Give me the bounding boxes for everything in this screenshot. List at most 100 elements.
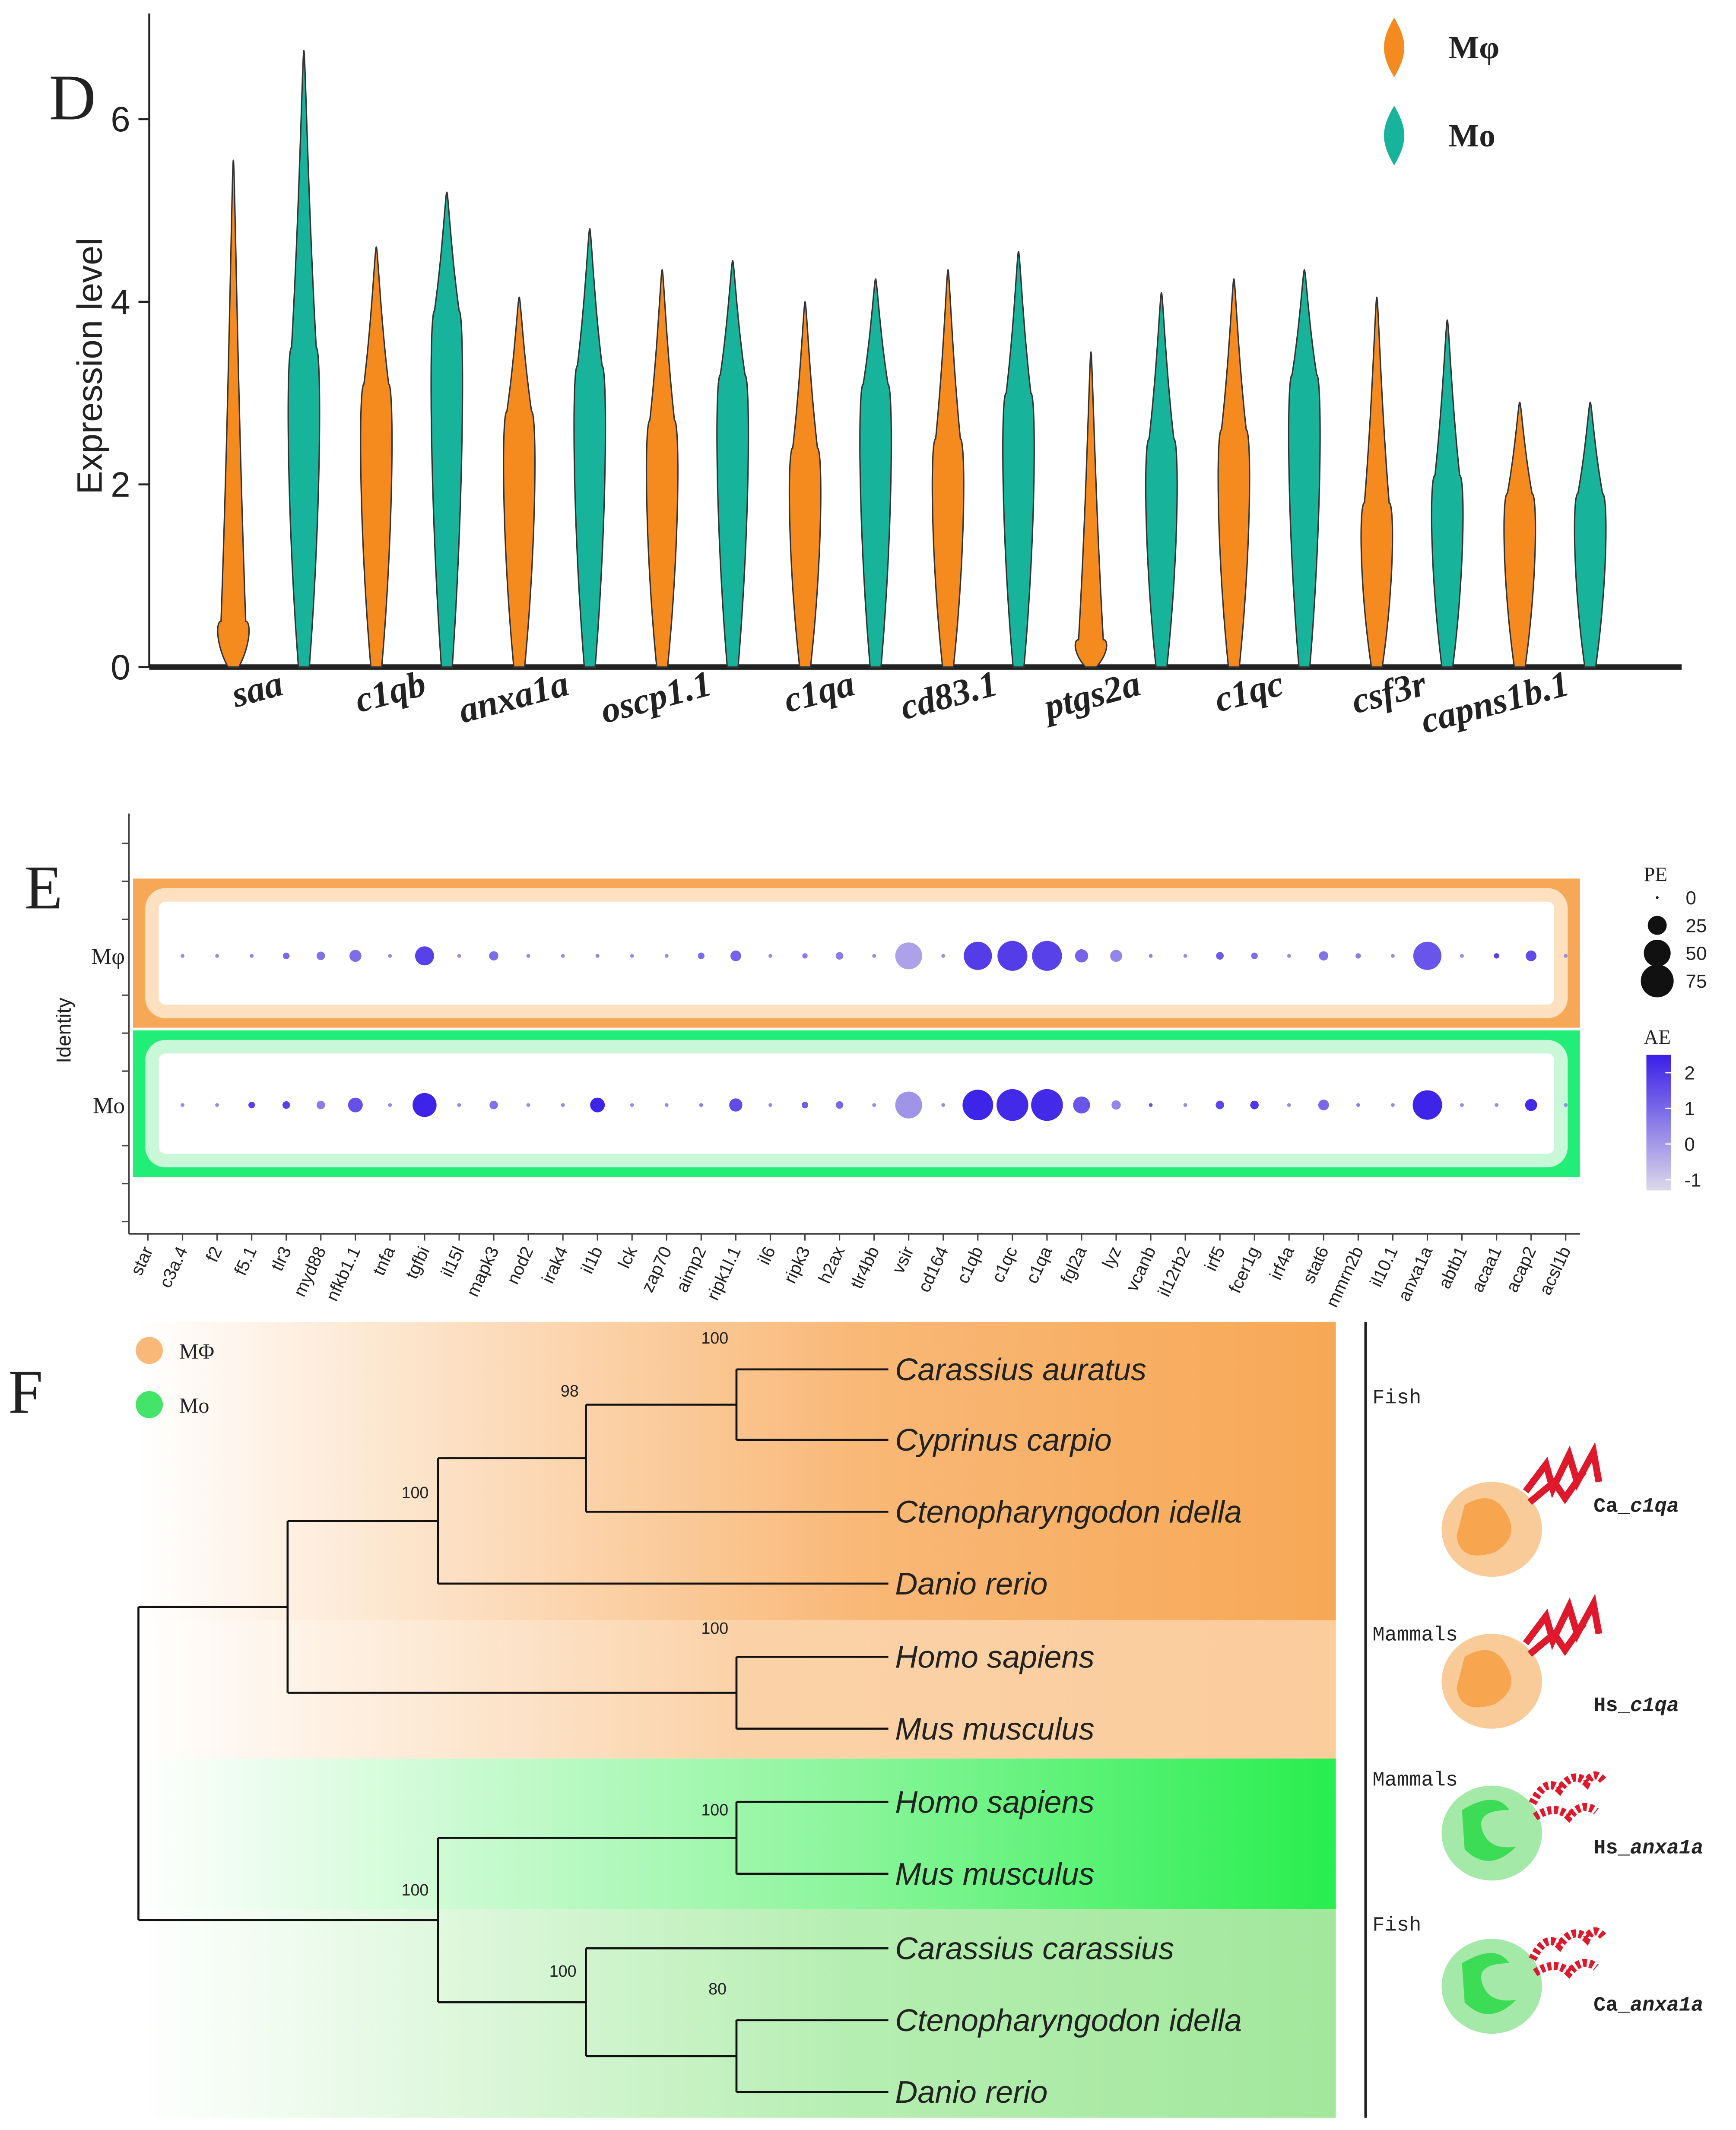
x-tick-label: irf4a	[1266, 1243, 1298, 1283]
x-tick-label: ripk3	[780, 1243, 814, 1287]
x-tick-label: saa	[227, 663, 287, 716]
legend-swatch	[136, 1391, 163, 1418]
x-tick-label: irak4	[538, 1243, 572, 1287]
size-key	[1644, 939, 1671, 967]
dot	[630, 954, 634, 958]
dot	[388, 1103, 392, 1107]
dot	[348, 1097, 363, 1113]
dot	[561, 1103, 565, 1107]
nucleus	[1462, 1953, 1517, 2014]
support-value: 100	[402, 1881, 429, 1899]
panel-letter: F	[8, 1357, 43, 1426]
dot	[316, 951, 325, 960]
protein-gene: c1qa	[1630, 1495, 1679, 1518]
dot	[768, 1103, 772, 1107]
leaf-label: Homo sapiens	[895, 1640, 1094, 1674]
x-tick-label: csf3r	[1347, 663, 1431, 722]
x-tick-label: mapk3	[462, 1243, 502, 1300]
y-axis-label: Identity	[52, 998, 75, 1063]
support-value: 100	[701, 1329, 728, 1347]
row-box-inner	[145, 888, 1568, 1018]
x-tick-label: c3a.4	[155, 1243, 191, 1291]
protein	[1529, 1927, 1606, 1979]
dot	[1073, 1096, 1090, 1114]
dot	[1032, 941, 1062, 971]
size-key	[1641, 964, 1674, 998]
nucleus	[1457, 1650, 1512, 1708]
dot	[316, 1100, 325, 1109]
x-tick-label: abtb1	[1434, 1243, 1471, 1292]
leaf-label: Mus musculus	[895, 1712, 1094, 1746]
dot	[802, 953, 808, 959]
x-tick-label: f2	[202, 1243, 226, 1265]
dot	[997, 941, 1028, 971]
y-tick-label: 2	[111, 465, 130, 504]
dot	[215, 954, 219, 958]
dot	[1413, 941, 1442, 970]
x-tick-label: cd164	[914, 1243, 952, 1295]
violin	[716, 260, 749, 668]
dot	[1183, 954, 1187, 958]
dot	[801, 1101, 809, 1109]
colorbar-label: 0	[1684, 1134, 1695, 1155]
protein-label: Hs_c1qa	[1593, 1695, 1679, 1718]
x-tick-label: il12rb2	[1154, 1243, 1194, 1300]
dot	[1111, 1100, 1121, 1110]
colorbar-label: 2	[1684, 1062, 1695, 1084]
x-tick-label: zap70	[637, 1243, 676, 1295]
dot	[1391, 1103, 1395, 1107]
violin	[1431, 319, 1464, 668]
dot	[181, 1103, 184, 1107]
dot	[1412, 1090, 1442, 1120]
leaf-label: Ctenopharyngodon idella	[895, 2003, 1242, 2038]
legend-label: Mφ	[1448, 30, 1499, 66]
legend-label: Mo	[1448, 118, 1495, 154]
colorbar-label: -1	[1684, 1170, 1701, 1191]
dot	[941, 1103, 946, 1107]
size-key-label: 0	[1686, 888, 1696, 909]
leaf-label: Homo sapiens	[895, 1785, 1094, 1819]
dot	[895, 942, 922, 970]
protein	[1523, 1594, 1603, 1657]
dot	[215, 1103, 219, 1107]
protein-prefix: Hs_	[1593, 1695, 1631, 1718]
group-label: Mammals	[1372, 1769, 1458, 1792]
x-tick-label: acaa1	[1467, 1243, 1506, 1295]
violin	[1360, 296, 1393, 668]
y-tick-label: 0	[111, 648, 130, 687]
legend-label: MΦ	[179, 1339, 214, 1363]
dot	[895, 1091, 922, 1119]
dot	[1319, 951, 1329, 961]
violin	[360, 246, 393, 668]
x-tick-label: stat6	[1298, 1243, 1333, 1287]
dot	[962, 1090, 993, 1121]
violin	[788, 301, 822, 668]
dot	[526, 1103, 530, 1107]
protein	[1523, 1442, 1603, 1505]
x-tick-label: c1qc	[987, 1243, 1021, 1286]
dot	[698, 952, 705, 959]
dot	[1495, 1103, 1499, 1107]
cell-illustrations	[1441, 1442, 1606, 2034]
support-value: 98	[561, 1382, 579, 1400]
dot	[729, 1098, 743, 1112]
protein-label: Ca_anxa1a	[1593, 1994, 1703, 2017]
legend-swatch	[1384, 105, 1405, 166]
size-key-label: 25	[1686, 915, 1707, 936]
group-label: Fish	[1372, 1387, 1421, 1410]
x-tick-label: tnfa	[368, 1243, 399, 1278]
size-key	[1656, 896, 1659, 899]
dot	[250, 954, 254, 958]
violin	[1002, 250, 1035, 668]
x-tick-label: nod2	[503, 1243, 537, 1287]
violin	[859, 278, 892, 668]
dot	[489, 1100, 498, 1109]
group-label: Mammals	[1372, 1624, 1458, 1647]
y-axis-label: Expression level	[70, 238, 110, 494]
protein	[1529, 1771, 1606, 1823]
dot	[489, 951, 498, 961]
dot	[457, 1103, 461, 1107]
x-tick-label: capns1b.1	[1416, 663, 1573, 742]
x-tick-label: acap2	[1502, 1243, 1540, 1295]
